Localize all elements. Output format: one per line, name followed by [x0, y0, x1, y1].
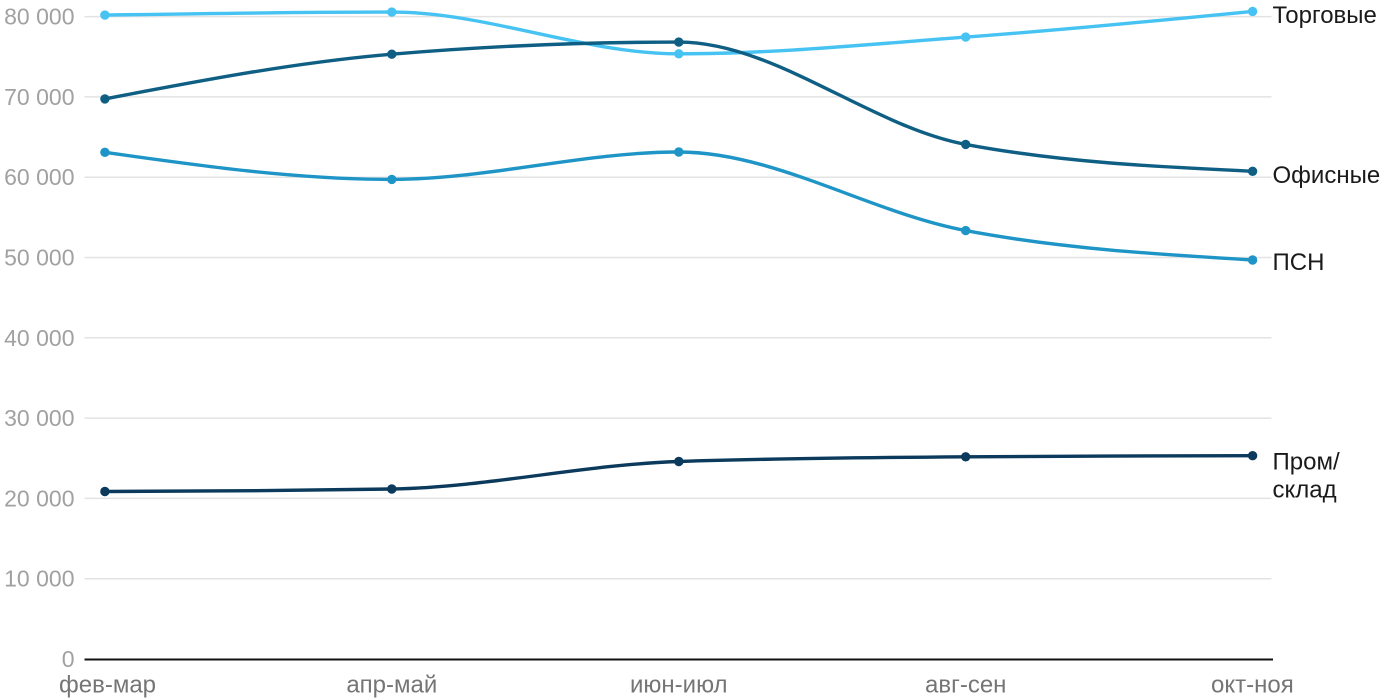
svg-text:70 000: 70 000 — [4, 84, 74, 110]
svg-text:80 000: 80 000 — [4, 4, 74, 30]
svg-text:40 000: 40 000 — [4, 325, 74, 351]
svg-text:30 000: 30 000 — [4, 405, 74, 431]
svg-text:20 000: 20 000 — [4, 485, 74, 511]
svg-text:60 000: 60 000 — [4, 164, 74, 190]
svg-text:0: 0 — [62, 646, 75, 672]
svg-text:Пром/: Пром/ — [1273, 448, 1340, 475]
svg-text:авг-сен: авг-сен — [925, 672, 1006, 699]
svg-text:июн-июл: июн-июл — [630, 672, 728, 699]
svg-text:Торговые: Торговые — [1273, 2, 1377, 29]
svg-text:ПСН: ПСН — [1273, 249, 1325, 276]
svg-text:фев-мар: фев-мар — [59, 672, 156, 699]
svg-text:Офисные: Офисные — [1273, 162, 1381, 189]
svg-text:окт-ноя: окт-ноя — [1211, 672, 1294, 699]
svg-text:апр-май: апр-май — [346, 672, 437, 699]
svg-text:50 000: 50 000 — [4, 245, 74, 271]
svg-text:склад: склад — [1273, 477, 1337, 504]
svg-text:10 000: 10 000 — [4, 566, 74, 592]
